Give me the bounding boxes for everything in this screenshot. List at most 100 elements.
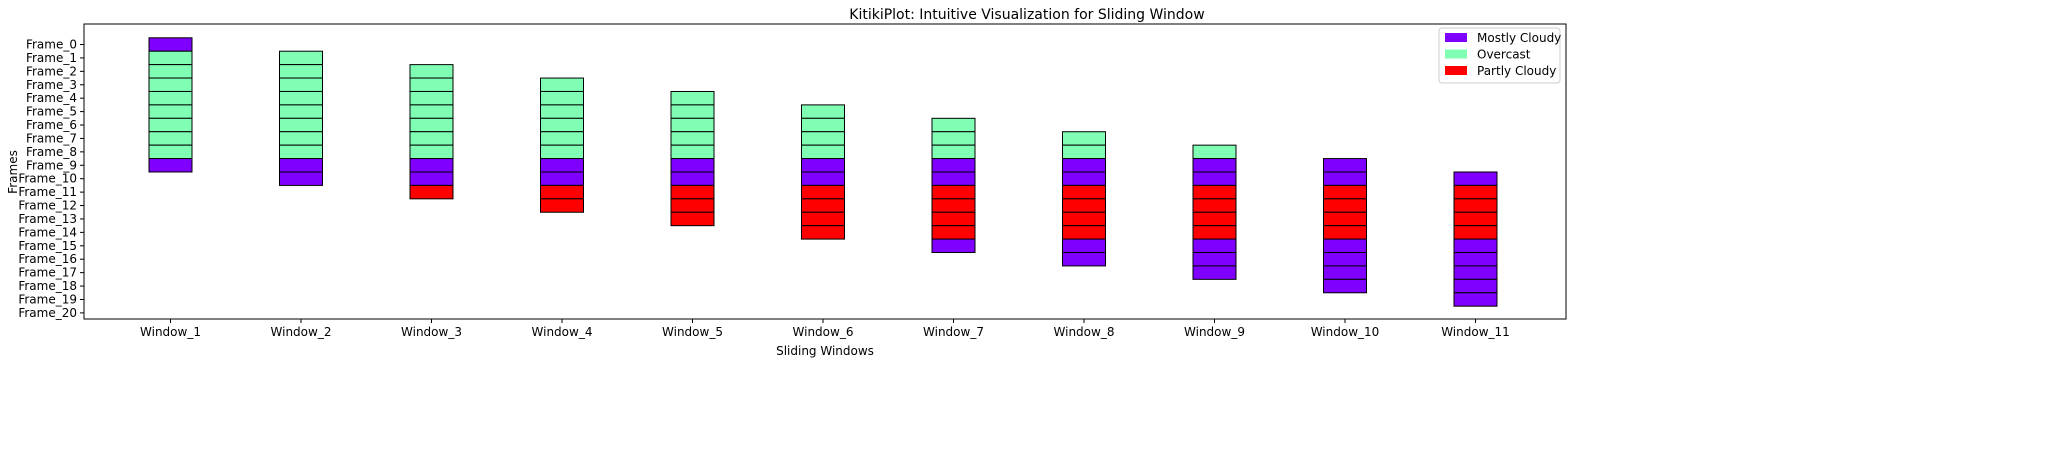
cell-window_4-frame-5 (540, 104, 584, 119)
cell-window_10-frame-15 (1323, 238, 1367, 254)
x-tick-label: Window_11 (1441, 325, 1510, 339)
cell-window_1-frame-9 (148, 158, 193, 173)
cell-window_5-frame-10 (670, 171, 715, 186)
cell-window_2-frame-10 (279, 171, 323, 186)
y-tick-label: Frame_3 (26, 78, 77, 92)
cell-window_4-frame-9 (540, 158, 584, 173)
cell-window_6-frame-9 (801, 158, 845, 173)
cell-window_11-frame-11 (1453, 184, 1498, 200)
cell-window_5-frame-8 (670, 144, 715, 160)
cell-window_5-frame-5 (670, 104, 715, 119)
y-tick-label: Frame_20 (18, 306, 77, 320)
cell-window_6-frame-10 (801, 171, 845, 186)
cell-window_5-frame-11 (670, 184, 715, 200)
cell-window_2-frame-3 (279, 77, 323, 92)
legend-swatch (1445, 49, 1467, 59)
cell-window_4-frame-7 (540, 131, 584, 146)
cell-window_6-frame-14 (801, 225, 845, 240)
cell-window_9-frame-15 (1192, 238, 1237, 254)
x-axis-label: Sliding Windows (776, 344, 874, 358)
cell-window_7-frame-13 (931, 211, 976, 227)
cell-window_8-frame-14 (1062, 225, 1106, 240)
cell-window_5-frame-13 (670, 211, 715, 227)
x-tick-label: Window_4 (532, 325, 593, 339)
cell-window_8-frame-11 (1062, 184, 1106, 200)
y-tick-label: Frame_12 (18, 199, 77, 213)
x-tick-label: Window_10 (1311, 325, 1380, 339)
cell-window_7-frame-9 (931, 158, 976, 173)
cell-window_11-frame-16 (1453, 252, 1498, 267)
cell-window_11-frame-17 (1453, 265, 1498, 280)
cell-window_11-frame-14 (1453, 225, 1498, 240)
cell-window_2-frame-5 (279, 104, 323, 119)
cell-window_9-frame-9 (1192, 158, 1237, 173)
cell-window_11-frame-10 (1453, 171, 1498, 186)
cell-window_9-frame-14 (1192, 225, 1237, 240)
x-tick-label: Window_7 (923, 325, 984, 339)
cell-window_10-frame-12 (1323, 198, 1367, 213)
cell-window_9-frame-11 (1192, 184, 1237, 200)
cell-window_11-frame-19 (1453, 292, 1498, 307)
legend-label: Overcast (1477, 48, 1531, 62)
cell-window_8-frame-7 (1062, 131, 1106, 146)
cell-window_7-frame-8 (931, 144, 976, 160)
x-tick-label: Window_6 (793, 325, 854, 339)
chart-title: KitikiPlot: Intuitive Visualization for … (849, 7, 1204, 23)
y-tick-label: Frame_19 (18, 292, 77, 306)
cell-window_6-frame-6 (801, 117, 845, 133)
x-tick-label: Window_9 (1184, 325, 1245, 339)
legend: Mostly Cloudy Overcast Partly Cloudy (1438, 27, 1561, 84)
cell-window_9-frame-13 (1192, 211, 1237, 227)
cell-window_6-frame-5 (801, 104, 845, 119)
cell-window_6-frame-13 (801, 211, 845, 227)
cell-window_1-frame-0 (148, 37, 193, 52)
y-tick-label: Frame_2 (26, 64, 77, 78)
y-tick-label: Frame_18 (18, 279, 77, 293)
y-axis-ticks: Frame_0Frame_1Frame_2Frame_3Frame_4Frame… (18, 38, 84, 320)
cell-window_6-frame-7 (801, 131, 845, 146)
cell-window_1-frame-2 (148, 64, 193, 79)
cell-window_10-frame-11 (1323, 184, 1367, 200)
cell-window_3-frame-7 (409, 131, 454, 146)
cell-window_2-frame-1 (279, 50, 323, 66)
y-tick-label: Frame_13 (18, 212, 77, 226)
cell-window_7-frame-7 (931, 131, 976, 146)
cell-window_7-frame-10 (931, 171, 976, 186)
cell-window_3-frame-6 (409, 117, 454, 133)
cell-window_3-frame-5 (409, 104, 454, 119)
legend-label: Partly Cloudy (1477, 64, 1556, 78)
cell-window_10-frame-10 (1323, 171, 1367, 186)
x-tick-label: Window_8 (1054, 325, 1115, 339)
x-axis-ticks: Window_1 Window_2 Window_3 Window_4 Window_5… (140, 319, 1510, 339)
cell-window_2-frame-4 (279, 90, 323, 106)
cell-window_4-frame-4 (540, 90, 584, 106)
cell-window_10-frame-13 (1323, 211, 1367, 227)
legend-box (1438, 27, 1561, 84)
cell-window_4-frame-8 (540, 144, 584, 160)
cell-window_2-frame-6 (279, 117, 323, 133)
y-tick-label: Frame_7 (26, 131, 77, 145)
cell-window_7-frame-14 (931, 225, 976, 240)
cell-window_10-frame-9 (1323, 158, 1367, 173)
y-tick-label: Frame_8 (26, 145, 77, 159)
cell-window_9-frame-17 (1192, 265, 1237, 280)
cell-window_1-frame-7 (148, 131, 193, 146)
cell-window_8-frame-15 (1062, 238, 1106, 254)
cell-window_11-frame-15 (1453, 238, 1498, 254)
cells-layer (148, 37, 1498, 307)
cell-window_9-frame-12 (1192, 198, 1237, 213)
y-tick-label: Frame_0 (26, 38, 77, 52)
cell-window_3-frame-2 (409, 64, 454, 79)
y-tick-label: Frame_10 (18, 172, 77, 186)
cell-window_10-frame-18 (1323, 278, 1367, 294)
cell-window_8-frame-13 (1062, 211, 1106, 227)
cell-window_1-frame-4 (148, 90, 193, 106)
cell-window_2-frame-9 (279, 158, 323, 173)
y-tick-label: Frame_15 (18, 239, 77, 253)
cell-window_8-frame-10 (1062, 171, 1106, 186)
cell-window_8-frame-9 (1062, 158, 1106, 173)
y-tick-label: Frame_5 (26, 105, 77, 119)
cell-window_3-frame-10 (409, 171, 454, 186)
cell-window_9-frame-16 (1192, 252, 1237, 267)
cell-window_1-frame-1 (148, 50, 193, 66)
